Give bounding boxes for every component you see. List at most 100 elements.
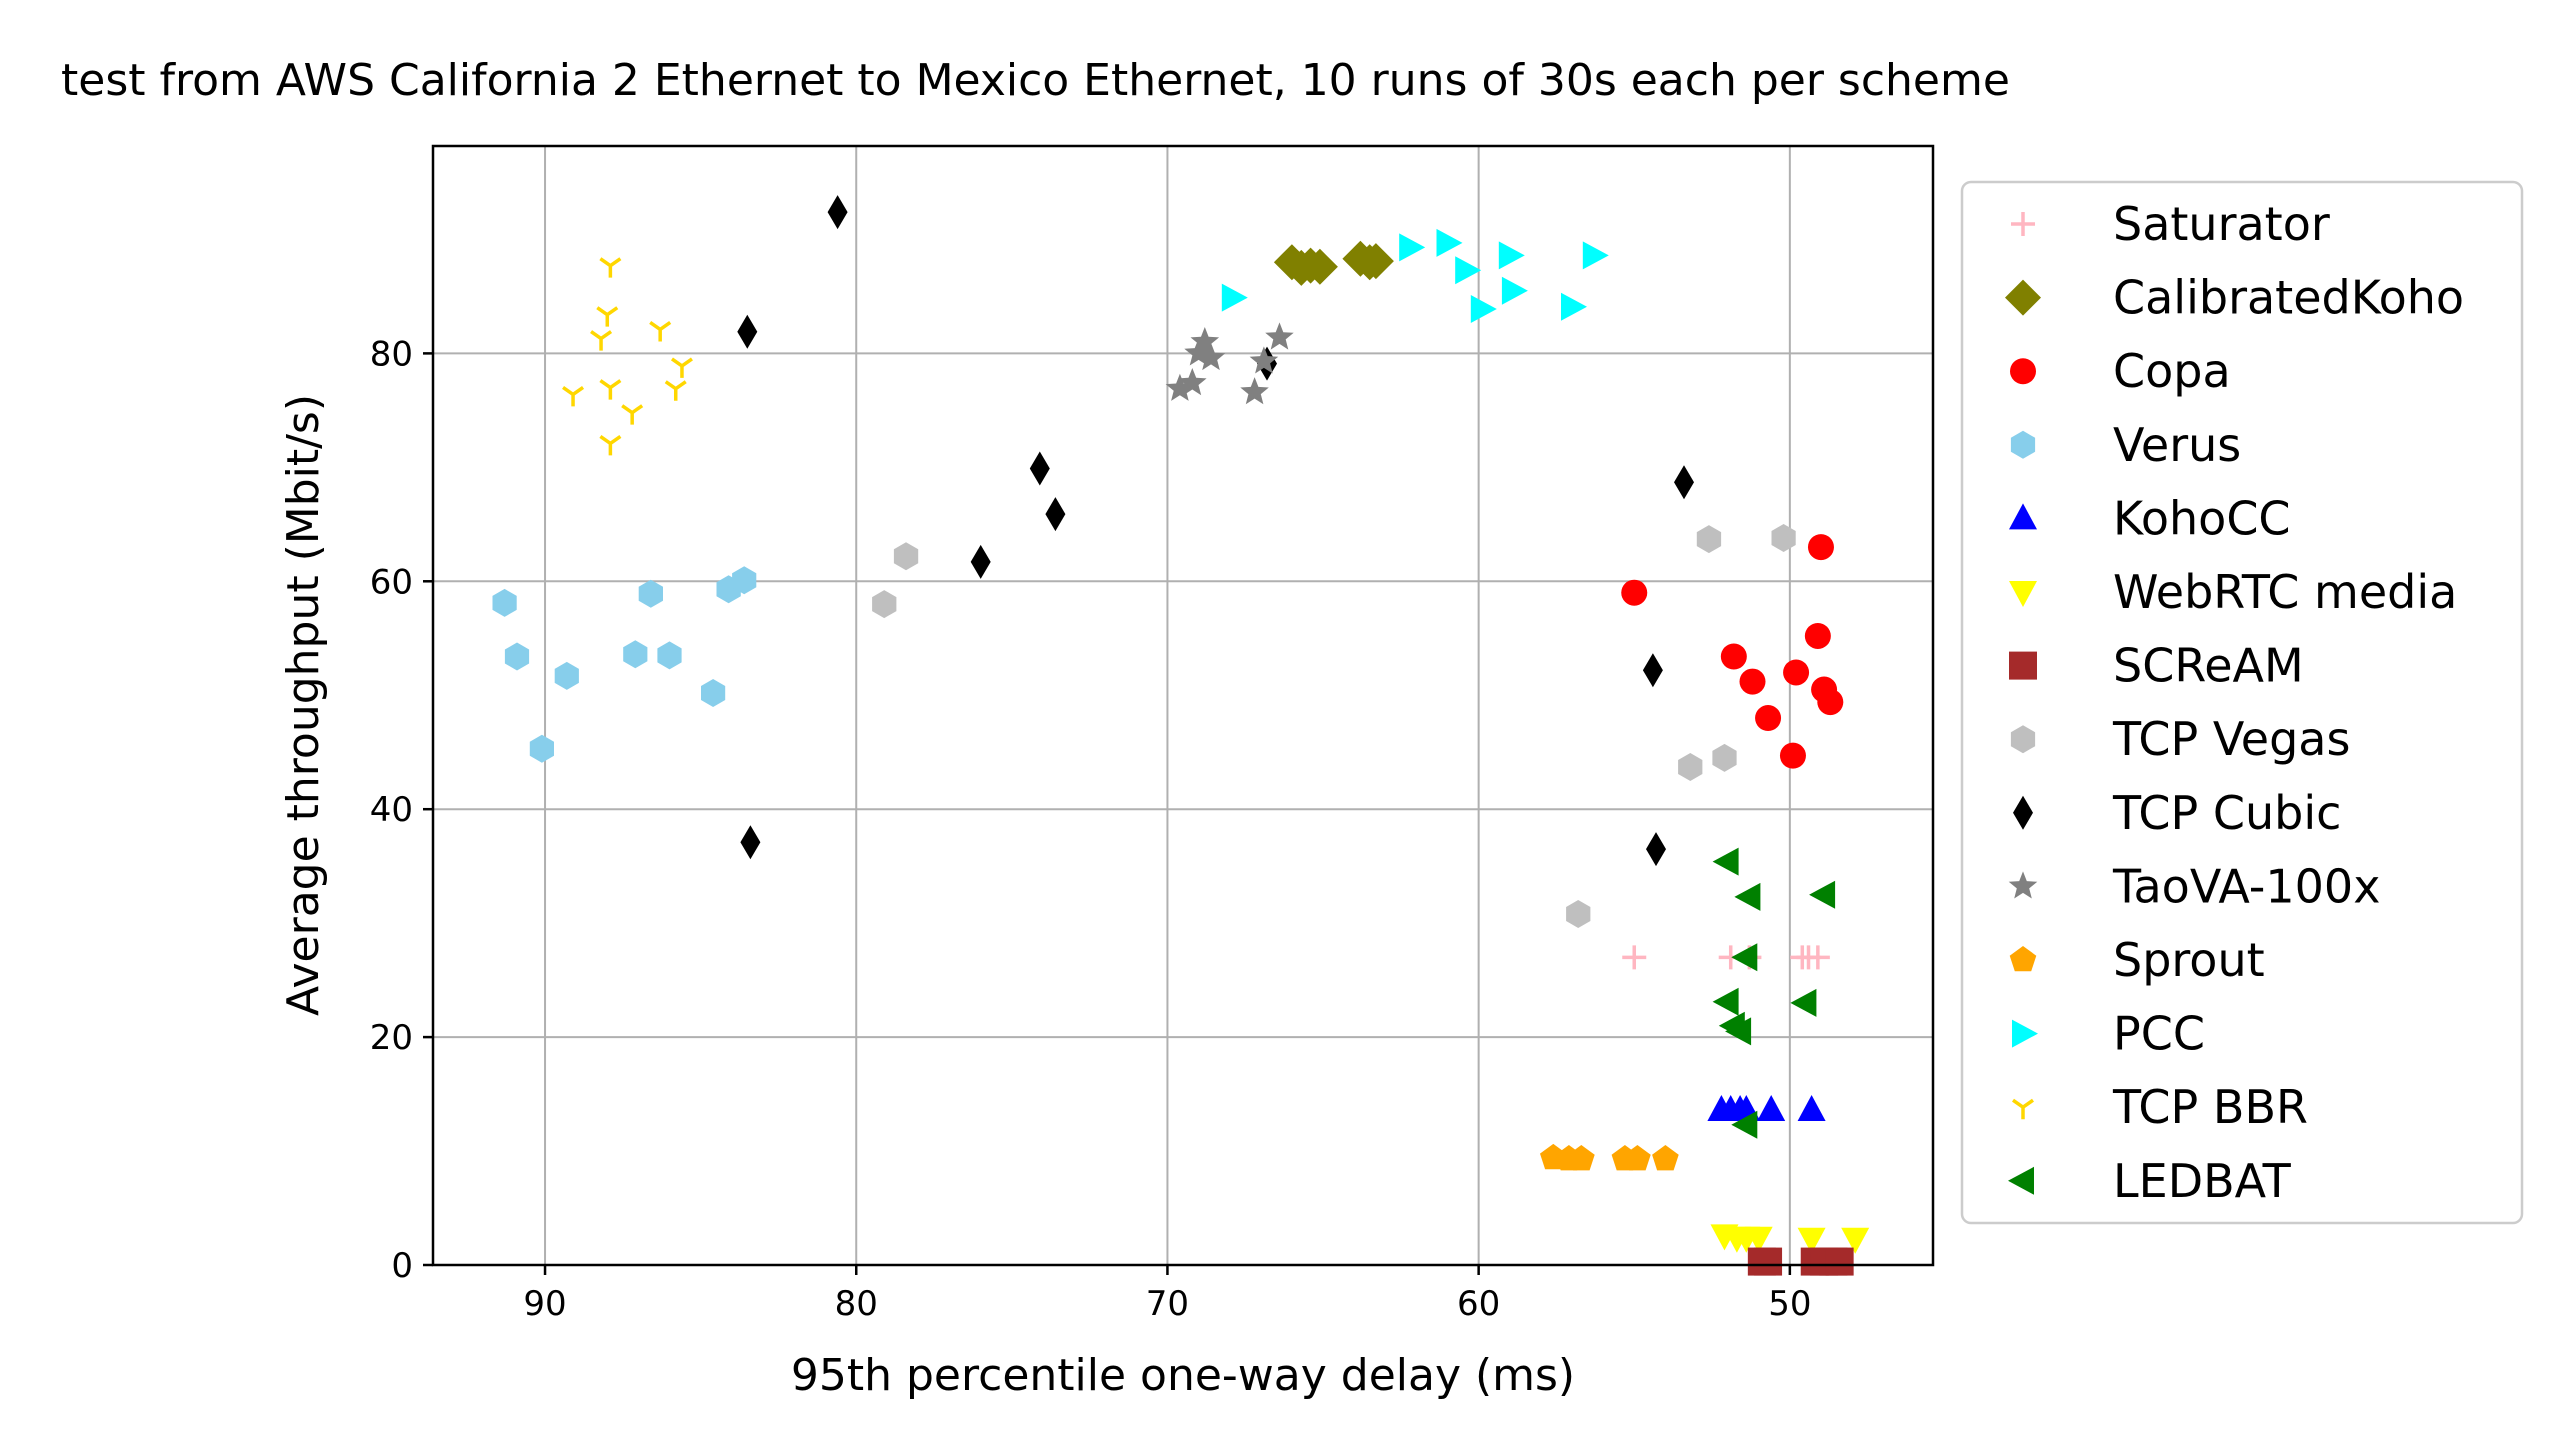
data-point-tcp-bbr [670, 357, 693, 378]
legend-marker-saturator [2011, 212, 2035, 236]
legend-marker-copa [2010, 358, 2036, 385]
data-point-taova-100x [1240, 377, 1269, 405]
legend-label: KohoCC [2113, 491, 2291, 545]
axis-ticks: 90 80 70 60 50 0 20 40 60 80 [370, 334, 1812, 1324]
data-point-pcc [1498, 241, 1525, 270]
x-tick-label: 50 [1768, 1284, 1811, 1324]
x-tick-label: 60 [1457, 1284, 1500, 1324]
legend-marker-webrtc-media [2009, 581, 2037, 607]
data-point-pcc [1561, 292, 1587, 321]
data-point-ledbat [1712, 987, 1739, 1016]
data-point-pcc [1221, 283, 1248, 312]
legend-item-ledbat: LEDBAT [2008, 1154, 2292, 1208]
data-point-verus [657, 641, 682, 670]
data-point-tcp-bbr [649, 321, 672, 342]
data-point-verus [554, 661, 579, 690]
y-tick-label: 20 [370, 1018, 413, 1058]
data-point-saturator [1796, 945, 1821, 970]
data-point-tcp-cubic [740, 825, 761, 860]
data-point-tcp-bbr [599, 434, 622, 456]
data-point-copa [1720, 643, 1747, 670]
legend-marker-sprout [2009, 946, 2037, 972]
data-point-pcc [1455, 256, 1482, 285]
data-point-tcp-bbr [599, 379, 622, 400]
data-point-tcp-cubic [737, 314, 758, 349]
data-point-pcc [1501, 276, 1528, 305]
data-point-tcp-vegas [1566, 900, 1591, 928]
data-point-tcp-cubic [1045, 497, 1066, 532]
plot-frame [431, 144, 1935, 1267]
legend-item-webrtc-media: WebRTC media [2009, 565, 2457, 619]
data-point-webrtc-media [1744, 1226, 1773, 1253]
legend: Saturator CalibratedKoho Copa Verus KohoCC We… [1960, 180, 2524, 1225]
legend-label: Sprout [2113, 933, 2265, 987]
data-point-tcp-bbr [664, 380, 687, 401]
data-point-webrtc-media [1797, 1227, 1826, 1254]
data-point-sprout [1624, 1145, 1651, 1171]
data-point-pcc [1470, 295, 1497, 323]
grid-lines [433, 146, 1933, 1266]
data-point-pcc [1436, 228, 1463, 257]
data-point-tcp-bbr [599, 257, 622, 278]
legend-marker-verus [2010, 430, 2036, 459]
legend-label: Copa [2113, 344, 2231, 398]
legend-item-sprout: Sprout [2009, 933, 2265, 987]
x-tick-label: 80 [835, 1284, 878, 1324]
x-axis-label: 95th percentile one-way delay (ms) [791, 1350, 1575, 1401]
data-point-taova-100x [1265, 322, 1294, 350]
legend-label: TCP Cubic [2112, 786, 2341, 840]
data-point-ledbat [1731, 1110, 1758, 1139]
data-point-pcc [1399, 233, 1426, 262]
legend-label: CalibratedKoho [2113, 271, 2464, 325]
data-point-verus [701, 679, 726, 707]
data-point-tcp-cubic [1642, 653, 1663, 688]
data-point-copa [1804, 622, 1831, 649]
data-point-copa [1755, 705, 1782, 732]
y-tick-label: 60 [370, 562, 413, 602]
data-point-tcp-bbr [562, 385, 585, 407]
legend-marker-scream [2009, 651, 2037, 680]
data-point-tcp-bbr [590, 330, 613, 351]
data-point-ledbat [1790, 988, 1817, 1017]
y-tick-label: 40 [370, 790, 413, 830]
data-point-ledbat [1734, 882, 1761, 911]
data-point-taova-100x [1190, 327, 1220, 355]
legend-label: TCP Vegas [2112, 712, 2350, 766]
data-point-tcp-vegas [872, 590, 897, 619]
data-point-copa [1739, 668, 1766, 695]
legend-label: LEDBAT [2113, 1154, 2292, 1208]
data-point-ledbat [1731, 943, 1758, 972]
legend-items: Saturator CalibratedKoho Copa Verus KohoCC We… [2005, 197, 2464, 1208]
y-tick-label: 0 [391, 1246, 413, 1286]
data-point-kohocc [1797, 1095, 1826, 1121]
data-point-tcp-bbr [596, 306, 619, 327]
data-point-tcp-bbr [621, 404, 644, 425]
legend-item-saturator: Saturator [2011, 197, 2330, 251]
data-point-copa [1807, 534, 1834, 561]
legend-marker-pcc [2012, 1019, 2038, 1048]
legend-item-pcc: PCC [2012, 1007, 2205, 1061]
legend-label: TCP BBR [2112, 1080, 2308, 1134]
data-point-taova-100x [1249, 346, 1279, 374]
data-point-tcp-cubic [1029, 451, 1050, 486]
data-point-verus [623, 640, 648, 669]
legend-item-calibratedkoho: CalibratedKoho [2005, 271, 2464, 325]
legend-marker-calibratedkoho [2005, 279, 2041, 316]
legend-label: TaoVA-100x [2112, 859, 2380, 913]
legend-item-scream: SCReAM [2009, 639, 2304, 693]
legend-marker-taova-100x [2008, 871, 2038, 899]
data-point-webrtc-media [1841, 1227, 1870, 1254]
data-point-ledbat [1809, 880, 1836, 909]
legend-item-copa: Copa [2010, 344, 2231, 398]
data-points [492, 195, 1870, 1276]
legend-label: Verus [2113, 418, 2241, 472]
data-point-pcc [1582, 241, 1609, 270]
legend-label: Saturator [2113, 197, 2330, 251]
data-point-tcp-cubic [827, 195, 848, 230]
legend-label: WebRTC media [2113, 565, 2457, 619]
legend-item-verus: Verus [2010, 418, 2241, 472]
data-point-calibratedkoho [1301, 248, 1338, 285]
data-point-taova-100x [1196, 342, 1226, 371]
legend-marker-tcp-vegas [2010, 725, 2036, 754]
